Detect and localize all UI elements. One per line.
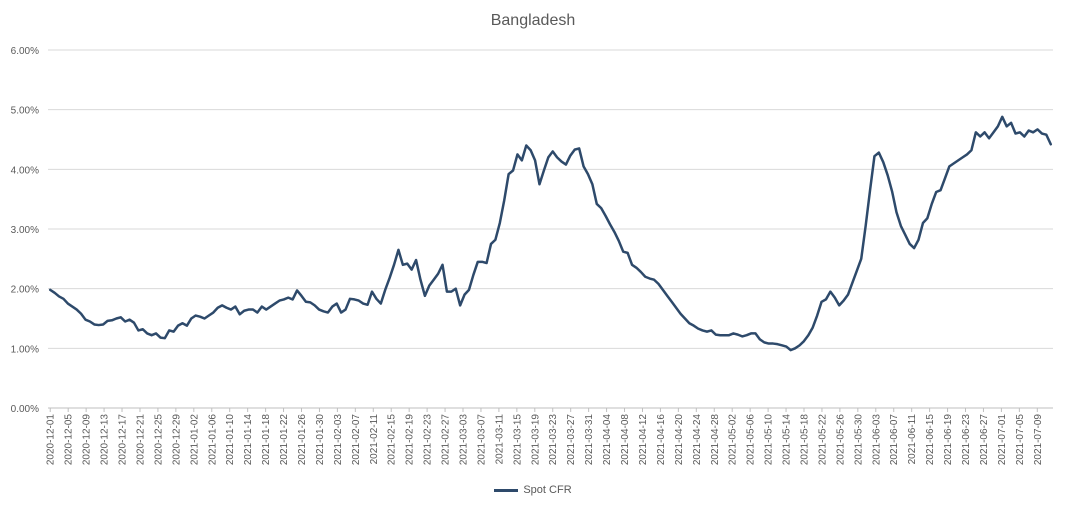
series-layer — [48, 115, 1053, 352]
y-tick-label: 1.00% — [11, 344, 39, 355]
x-tick-label: 2021-06-07 — [889, 414, 900, 466]
x-tick-label: 2020-12-21 — [135, 414, 146, 466]
x-tick-label: 2021-01-26 — [297, 414, 308, 466]
x-tick-label: 2021-02-19 — [405, 414, 416, 466]
gridlines — [48, 49, 1053, 409]
x-tick-label: 2021-03-31 — [584, 414, 595, 466]
x-tick-label: 2021-02-23 — [423, 414, 434, 466]
x-tick-label: 2021-06-23 — [961, 414, 972, 466]
x-tick-label: 2021-01-02 — [189, 414, 200, 466]
x-tick-label: 2021-04-04 — [602, 414, 613, 466]
series-line-spot-cfr — [48, 115, 1053, 352]
x-tick-label: 2021-01-30 — [315, 414, 326, 466]
x-tick-label: 2021-01-18 — [261, 414, 272, 466]
y-tick-label: 5.00% — [11, 106, 39, 117]
x-tick-label: 2021-04-16 — [656, 414, 667, 466]
x-tick-label: 2020-12-05 — [64, 414, 75, 466]
x-tick-label: 2021-07-09 — [1033, 414, 1044, 466]
x-tick-label: 2021-03-27 — [566, 414, 577, 466]
x-axis: 2020-12-01 2020-12-05 2020-12-09 2020-12-13… — [46, 408, 1044, 465]
x-tick-label: 2021-05-30 — [853, 414, 864, 466]
x-tick-label: 2021-03-15 — [512, 414, 523, 466]
x-tick-label: 2021-04-12 — [638, 414, 649, 466]
x-tick-label: 2021-02-03 — [333, 414, 344, 466]
x-tick-label: 2021-05-10 — [764, 414, 775, 466]
x-tick-label: 2021-04-20 — [674, 414, 685, 466]
x-tick-label: 2021-04-08 — [620, 414, 631, 466]
x-tick-label: 2021-06-19 — [943, 414, 954, 466]
y-axis: 0.00% 1.00% 2.00% 3.00% 4.00% 5.00% 6.00% — [11, 46, 39, 415]
y-tick-label: 6.00% — [11, 46, 39, 57]
x-tick-label: 2021-01-10 — [225, 414, 236, 466]
x-tick-label: 2021-06-15 — [925, 414, 936, 466]
x-tick-label: 2021-03-07 — [476, 414, 487, 466]
legend-swatch — [494, 488, 519, 492]
y-tick-label: 0.00% — [11, 404, 39, 415]
y-tick-label: 2.00% — [11, 285, 39, 296]
x-tick-label: 2021-01-14 — [243, 414, 254, 466]
x-tick-label: 2020-12-13 — [100, 414, 111, 466]
y-tick-label: 4.00% — [11, 165, 39, 176]
x-tick-label: 2021-06-27 — [979, 414, 990, 466]
x-tick-label: 2021-05-18 — [799, 414, 810, 466]
x-tick-label: 2021-02-27 — [441, 414, 452, 466]
legend-label: Spot CFR — [523, 484, 572, 497]
x-tick-label: 2021-03-23 — [548, 414, 559, 466]
x-tick-label: 2021-03-11 — [494, 414, 505, 465]
x-tick-label: 2021-05-02 — [728, 414, 739, 466]
chart-title: Bangladesh — [490, 12, 576, 29]
x-tick-label: 2021-03-03 — [459, 414, 470, 466]
x-tick-label: 2021-01-22 — [279, 414, 290, 466]
x-tick-label: 2020-12-25 — [153, 414, 164, 466]
x-tick-label: 2021-07-05 — [1015, 414, 1026, 466]
x-tick-label: 2021-07-01 — [997, 414, 1008, 466]
x-tick-label: 2021-03-19 — [530, 414, 541, 466]
x-tick-label: 2020-12-29 — [171, 414, 182, 466]
x-tick-label: 2021-01-06 — [207, 414, 218, 466]
x-tick-label: 2021-05-06 — [746, 414, 757, 466]
x-tick-label: 2020-12-17 — [118, 414, 129, 466]
x-tick-label: 2021-02-07 — [351, 414, 362, 466]
x-tick-label: 2021-05-22 — [817, 414, 828, 466]
x-tick-label: 2021-02-15 — [387, 414, 398, 466]
x-tick-label: 2021-06-03 — [871, 414, 882, 466]
x-tick-label: 2021-05-26 — [835, 414, 846, 466]
x-tick-label: 2021-05-14 — [782, 414, 793, 466]
x-tick-label: 2021-02-11 — [369, 414, 380, 465]
x-tick-label: 2021-04-28 — [710, 414, 721, 466]
legend: Spot CFR — [0, 484, 1066, 496]
x-tick-label: 2020-12-09 — [82, 414, 93, 466]
x-tick-label: 2020-12-01 — [46, 414, 57, 466]
x-tick-label: 2021-04-24 — [692, 414, 703, 466]
x-tick-label: 2021-06-11 — [907, 414, 918, 465]
y-tick-label: 3.00% — [11, 225, 39, 236]
